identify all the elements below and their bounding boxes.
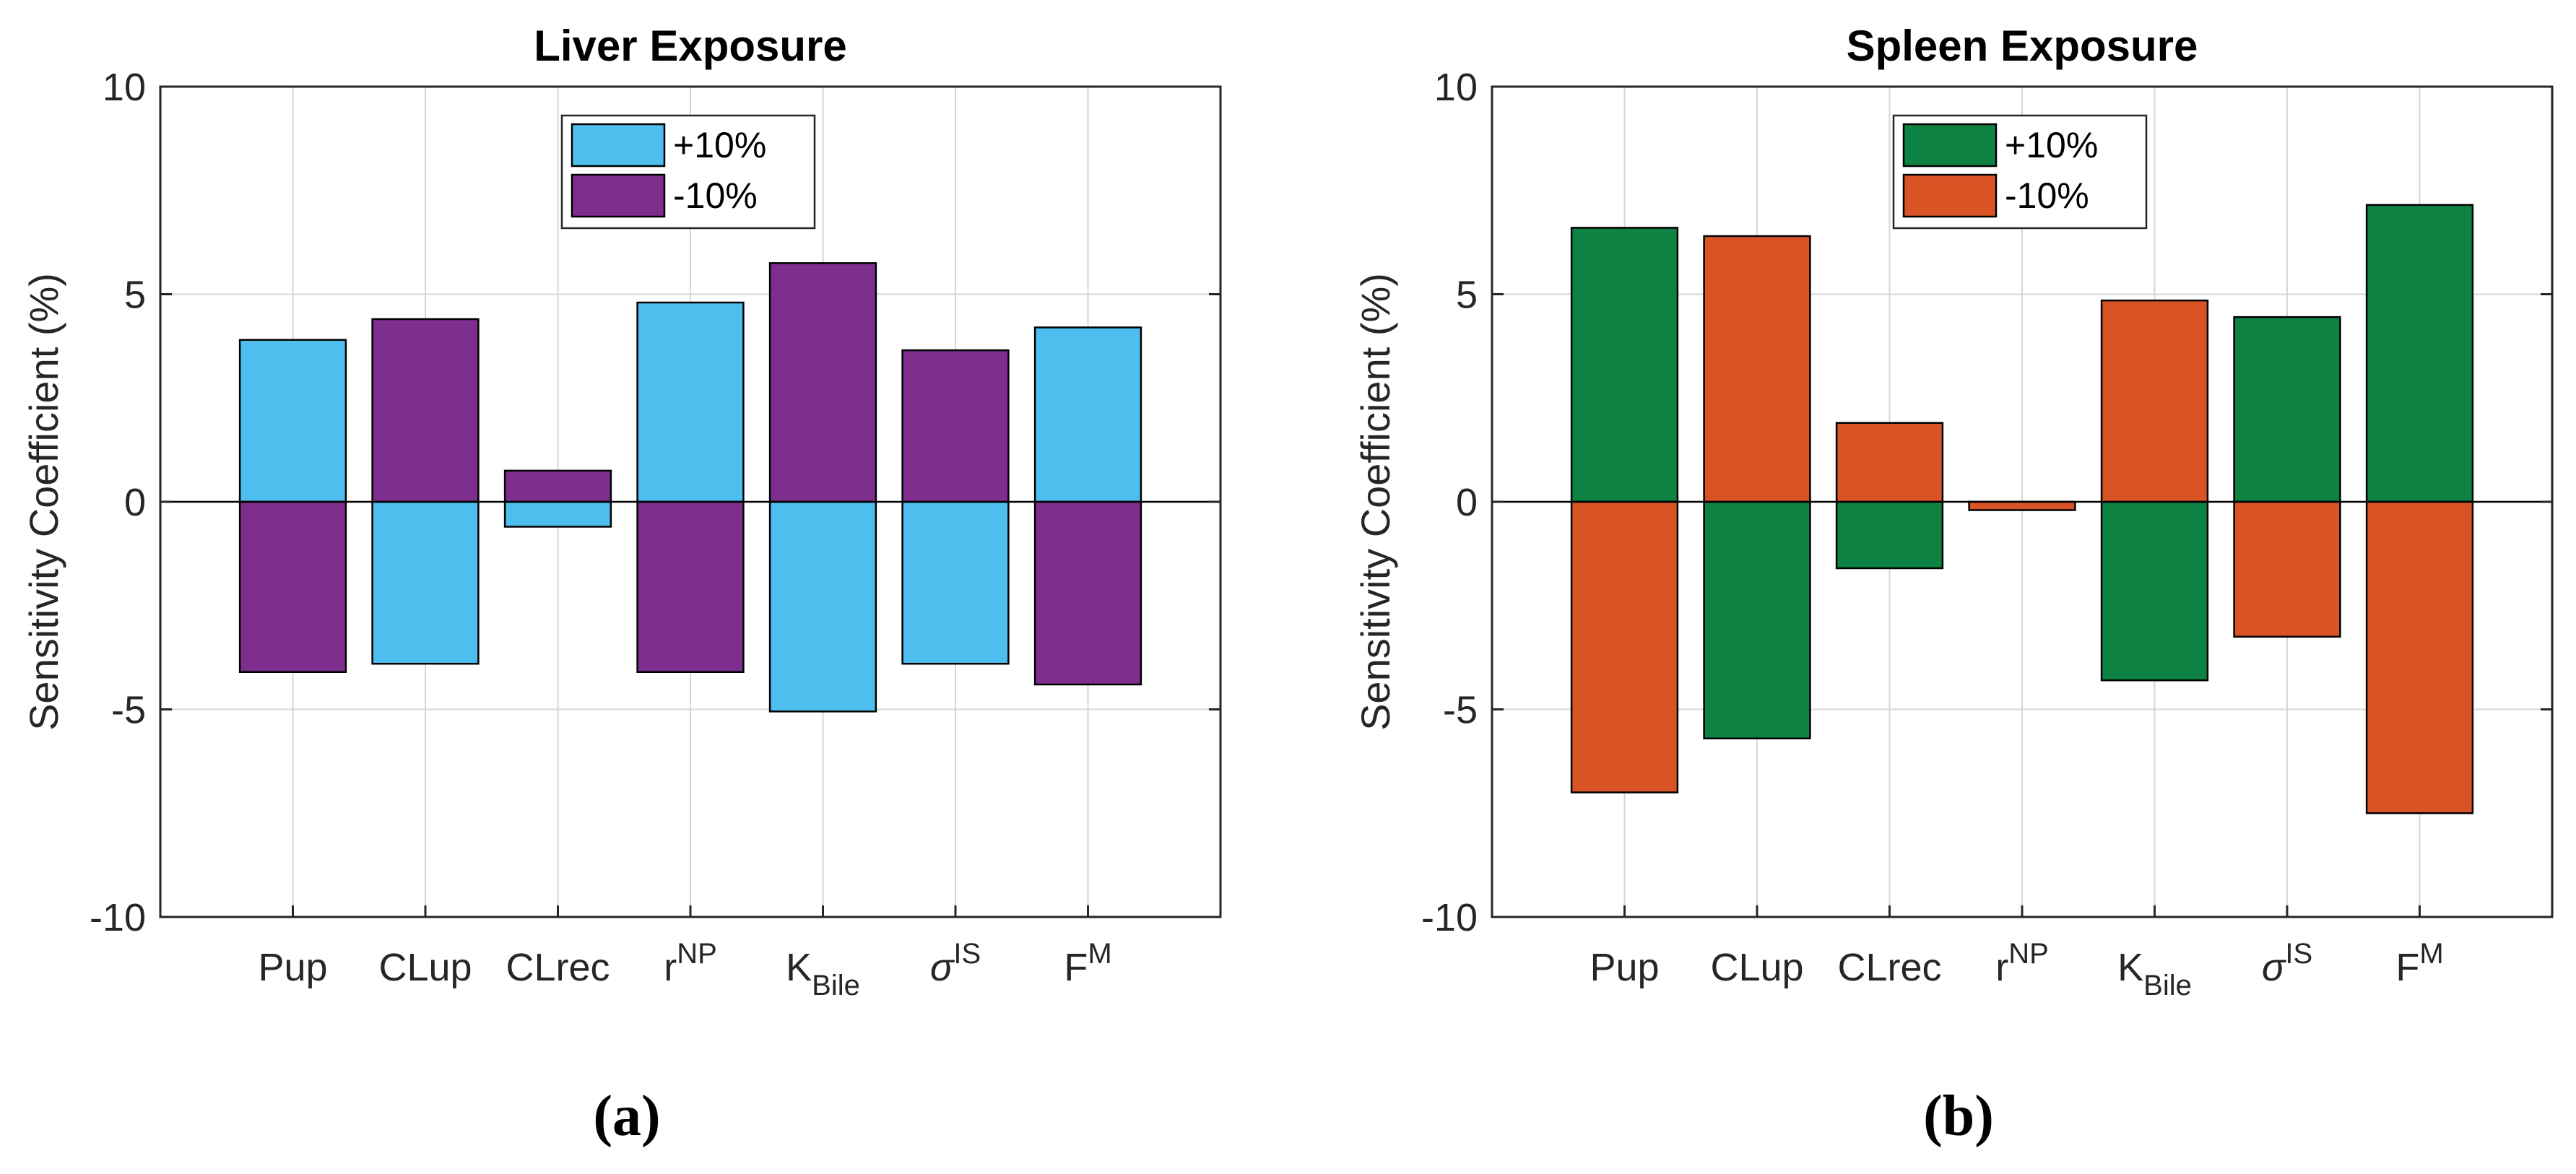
bar-plus-10-1 xyxy=(1703,500,1811,739)
x-tick-sup: M xyxy=(2419,938,2443,970)
x-tick-label: Pup xyxy=(258,946,327,989)
x-tick-base: σ xyxy=(2262,946,2287,989)
x-tick-base: F xyxy=(1064,946,1088,989)
y-tick-label: -10 xyxy=(90,896,146,939)
x-tick-sub: Bile xyxy=(2143,970,2192,1001)
bar-plus-10-5 xyxy=(2233,316,2341,503)
bar-plus-10-6 xyxy=(2365,204,2474,503)
y-tick-label: 10 xyxy=(1434,66,1478,109)
y-axis-label: Sensitivity Coefficient (%) xyxy=(21,273,66,731)
x-tick-label: CLrec xyxy=(1837,946,1941,989)
bar-minus-10-3 xyxy=(1968,500,2076,511)
x-tick-base: F xyxy=(2395,946,2419,989)
x-tick-label: KBile xyxy=(2117,946,2192,1001)
legend-swatch xyxy=(1902,173,1998,218)
x-tick-sup: NP xyxy=(677,938,717,970)
x-tick-base: Pup xyxy=(1590,946,1659,989)
bar-minus-10-1 xyxy=(1703,235,1811,503)
legend-label: +10% xyxy=(673,125,766,165)
y-tick-label: 10 xyxy=(103,66,146,109)
bar-plus-10-2 xyxy=(1835,500,1944,570)
x-tick-label: KBile xyxy=(786,946,860,1001)
y-tick-label: 5 xyxy=(1456,274,1478,317)
y-tick-label: 0 xyxy=(1456,481,1478,524)
y-tick-label: 0 xyxy=(124,481,146,524)
x-tick-base: σ xyxy=(930,946,955,989)
panel-label: (a) xyxy=(593,1084,660,1148)
x-tick-label: FM xyxy=(1064,938,1111,989)
bar-minus-10-0 xyxy=(1570,500,1679,793)
bar-minus-10-2 xyxy=(503,469,612,503)
bar-minus-10-0 xyxy=(238,500,347,673)
chart-title: Liver Exposure xyxy=(534,22,847,70)
y-tick-label: -5 xyxy=(1443,689,1478,732)
bar-plus-10-2 xyxy=(503,500,612,528)
y-axis-label: Sensitivity Coefficient (%) xyxy=(1353,273,1398,731)
bar-minus-10-1 xyxy=(371,318,480,503)
bar-plus-10-4 xyxy=(768,500,877,713)
bar-minus-10-6 xyxy=(1033,500,1142,686)
bar-minus-10-4 xyxy=(768,262,877,503)
x-tick-base: CLup xyxy=(378,946,472,989)
x-tick-label: rNP xyxy=(664,938,717,989)
x-tick-label: FM xyxy=(2395,938,2443,989)
y-tick-label: -10 xyxy=(1421,896,1478,939)
x-tick-base: CLup xyxy=(1710,946,1803,989)
bars xyxy=(1570,204,2474,814)
legend: +10% -10% xyxy=(560,114,816,230)
x-tick-base: r xyxy=(1995,946,2008,989)
y-tick-label: -5 xyxy=(111,689,146,732)
bar-plus-10-4 xyxy=(2100,500,2209,682)
bar-minus-10-4 xyxy=(2100,299,2209,503)
legend-label: +10% xyxy=(2005,125,2098,165)
legend-swatch xyxy=(1902,123,1998,168)
legend: +10% -10% xyxy=(1892,114,2148,230)
bar-plus-10-6 xyxy=(1033,326,1142,503)
x-tick-sup: IS xyxy=(2285,938,2312,970)
legend-label: -10% xyxy=(673,175,758,216)
bar-minus-10-6 xyxy=(2365,500,2474,814)
x-tick-label: σIS xyxy=(930,938,981,989)
x-tick-label: σIS xyxy=(2262,938,2312,989)
legend-swatch xyxy=(571,173,666,218)
spleen-exposure-chart: -10 -5 0 5 10 Pup CLup CLrec rNP KBile σIS FM Sensit… xyxy=(1353,22,2554,1148)
bar-plus-10-0 xyxy=(238,339,347,503)
x-tick-base: K xyxy=(786,946,812,989)
x-tick-base: CLrec xyxy=(1837,946,1941,989)
y-tick-label: 5 xyxy=(124,274,146,317)
x-tick-sup: IS xyxy=(953,938,981,970)
bar-minus-10-2 xyxy=(1835,422,1944,503)
chart-title: Spleen Exposure xyxy=(1847,22,2198,70)
x-tick-label: rNP xyxy=(1995,938,2049,989)
x-tick-sub: Bile xyxy=(812,970,860,1001)
bar-minus-10-3 xyxy=(636,500,745,673)
liver-exposure-chart: -10 -5 0 5 10 Pup CLup CLrec rNP KBile σIS FM Sensit… xyxy=(21,22,1222,1148)
x-tick-base: Pup xyxy=(258,946,327,989)
x-tick-label: CLrec xyxy=(506,946,610,989)
bars xyxy=(238,262,1142,713)
x-tick-base: CLrec xyxy=(506,946,610,989)
bar-minus-10-5 xyxy=(901,349,1010,503)
bar-plus-10-3 xyxy=(636,301,745,503)
legend-swatch xyxy=(571,123,666,168)
bar-minus-10-5 xyxy=(2233,500,2341,638)
x-tick-sup: M xyxy=(1088,938,1111,970)
panel-label: (b) xyxy=(1923,1084,1994,1148)
x-tick-base: r xyxy=(664,946,677,989)
x-tick-base: K xyxy=(2117,946,2143,989)
bar-plus-10-0 xyxy=(1570,227,1679,503)
bar-plus-10-5 xyxy=(901,500,1010,665)
x-tick-label: Pup xyxy=(1590,946,1659,989)
x-tick-label: CLup xyxy=(378,946,472,989)
x-tick-sup: NP xyxy=(2008,938,2049,970)
legend-label: -10% xyxy=(2005,175,2089,216)
bar-plus-10-1 xyxy=(371,500,480,665)
x-tick-label: CLup xyxy=(1710,946,1803,989)
